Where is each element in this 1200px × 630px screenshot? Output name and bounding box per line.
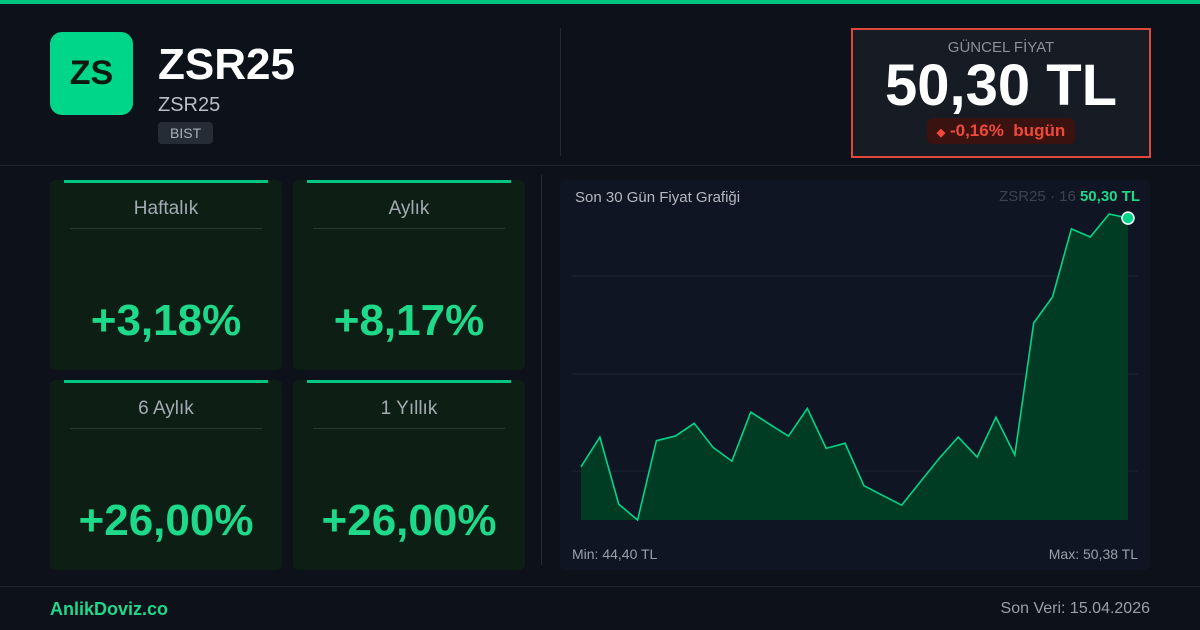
subtitle: ZSR25 [158,94,221,116]
last-point [1121,211,1135,225]
divider [541,175,542,565]
last-data-date: Son Veri: 15.04.2026 [1000,600,1150,617]
card-1year: 1 Yıllık +26,00% [293,380,525,570]
card-label: 6 Aylık [70,398,262,429]
area-fill [581,214,1128,520]
current-price-box: GÜNCEL FİYAT 50,30 TL ◆ -0,16% bugün [851,28,1151,158]
card-value: +26,00% [78,496,254,545]
chart-last-price: 50,30 TL [1079,188,1140,205]
card-monthly: Aylık +8,17% [293,180,525,370]
divider [560,28,561,156]
brand-link[interactable]: AnlikDoviz.co [50,599,169,619]
divider [0,165,1200,166]
card-label: Haftalık [70,198,262,229]
price-chart: Son 30 Gün Fiyat Grafiği ZSR25 · 16 50,3… [560,180,1150,570]
card-6month: 6 Aylık +26,00% [50,380,282,570]
card-label: 1 Yıllık [313,398,505,429]
chart-ticker: ZSR25 · 16 [999,188,1076,205]
top-accent-bar [0,0,1200,4]
chart-max: Max: 50,38 TL [1048,546,1138,562]
change-badge: ◆ -0,16% bugün [926,118,1076,144]
chart-svg [572,211,1138,522]
card-value: +3,18% [90,296,242,345]
chart-last: ZSR25 · 16 50,30 TL [999,188,1140,205]
divider [0,586,1200,587]
price-line [580,213,1129,522]
card-value: +8,17% [333,296,485,345]
chart-min: Min: 44,40 TL [572,546,658,562]
down-dot-icon: ◆ [936,127,946,139]
change-percent: -0,16% [949,121,1004,140]
exchange-badge: BIST [158,122,214,144]
chart-title: Son 30 Gün Fiyat Grafiği [575,189,741,206]
page-title: ZSR25 [158,40,295,89]
card-label: Aylık [313,198,505,229]
card-weekly: Haftalık +3,18% [50,180,282,370]
price-label: GÜNCEL FİYAT [947,39,1055,56]
logo: ZS [50,32,133,115]
change-suffix: bugün [1013,121,1066,140]
card-value: +26,00% [321,496,497,545]
price-value: 50,30 TL [884,53,1118,118]
